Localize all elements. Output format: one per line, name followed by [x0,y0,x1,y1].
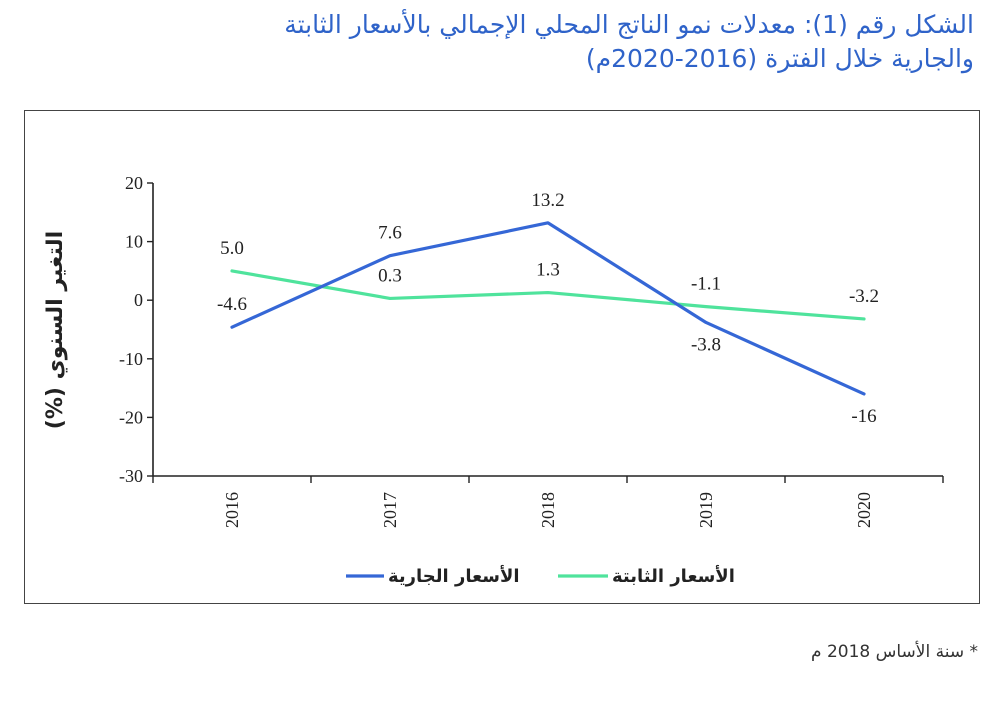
chart-marks: -4.6 7.6 13.2 -3.8 -16 5.0 0.3 1.3 -1.1 -3.2 [217,190,879,427]
data-label-constant: 5.0 [220,238,244,259]
y-tick-label: 10 [125,232,143,252]
data-label-constant: -3.2 [849,286,879,307]
chart-axes: 20 10 0 -10 -20 -30 2016 2017 2018 2019 2020 [119,173,944,528]
data-label-current: -3.8 [691,334,721,355]
y-tick-label: 20 [125,173,143,193]
y-tick-label: -30 [119,466,143,486]
x-tick-label: 2018 [538,492,558,528]
y-tick-label: -10 [119,349,143,369]
data-label-constant: 1.3 [536,260,560,281]
data-label-current: 13.2 [531,190,564,211]
x-tick-label: 2020 [854,492,874,528]
y-tick-label: -20 [119,407,143,427]
x-tick-label: 2017 [380,492,400,528]
chart-legend: الأسعار الجارية الأسعار الثابتة [346,565,735,587]
chart-title-line-1: الشكل رقم (1): معدلات نمو الناتج المحلي … [284,10,974,39]
chart-title: الشكل رقم (1): معدلات نمو الناتج المحلي … [14,8,974,76]
data-label-current: -16 [851,406,876,427]
series-line-constant [230,269,866,321]
legend-label-current: الأسعار الجارية [388,565,520,587]
chart-frame [24,110,980,604]
legend-label-constant: الأسعار الثابتة [612,565,735,587]
data-label-constant: -1.1 [691,274,721,295]
chart-title-line-2: والجارية خلال الفترة (2016-2020م) [585,44,974,73]
data-label-current: -4.6 [217,294,247,315]
data-label-constant: 0.3 [378,265,402,286]
y-axis-label: التغير السنوي (%) [43,231,68,429]
y-tick-label: 0 [134,290,143,310]
x-tick-label: 2016 [222,492,242,528]
footnote: * سنة الأساس 2018 م [811,642,978,662]
series-line-current [230,221,866,396]
x-tick-label: 2019 [696,492,716,528]
data-label-current: 7.6 [378,223,402,244]
